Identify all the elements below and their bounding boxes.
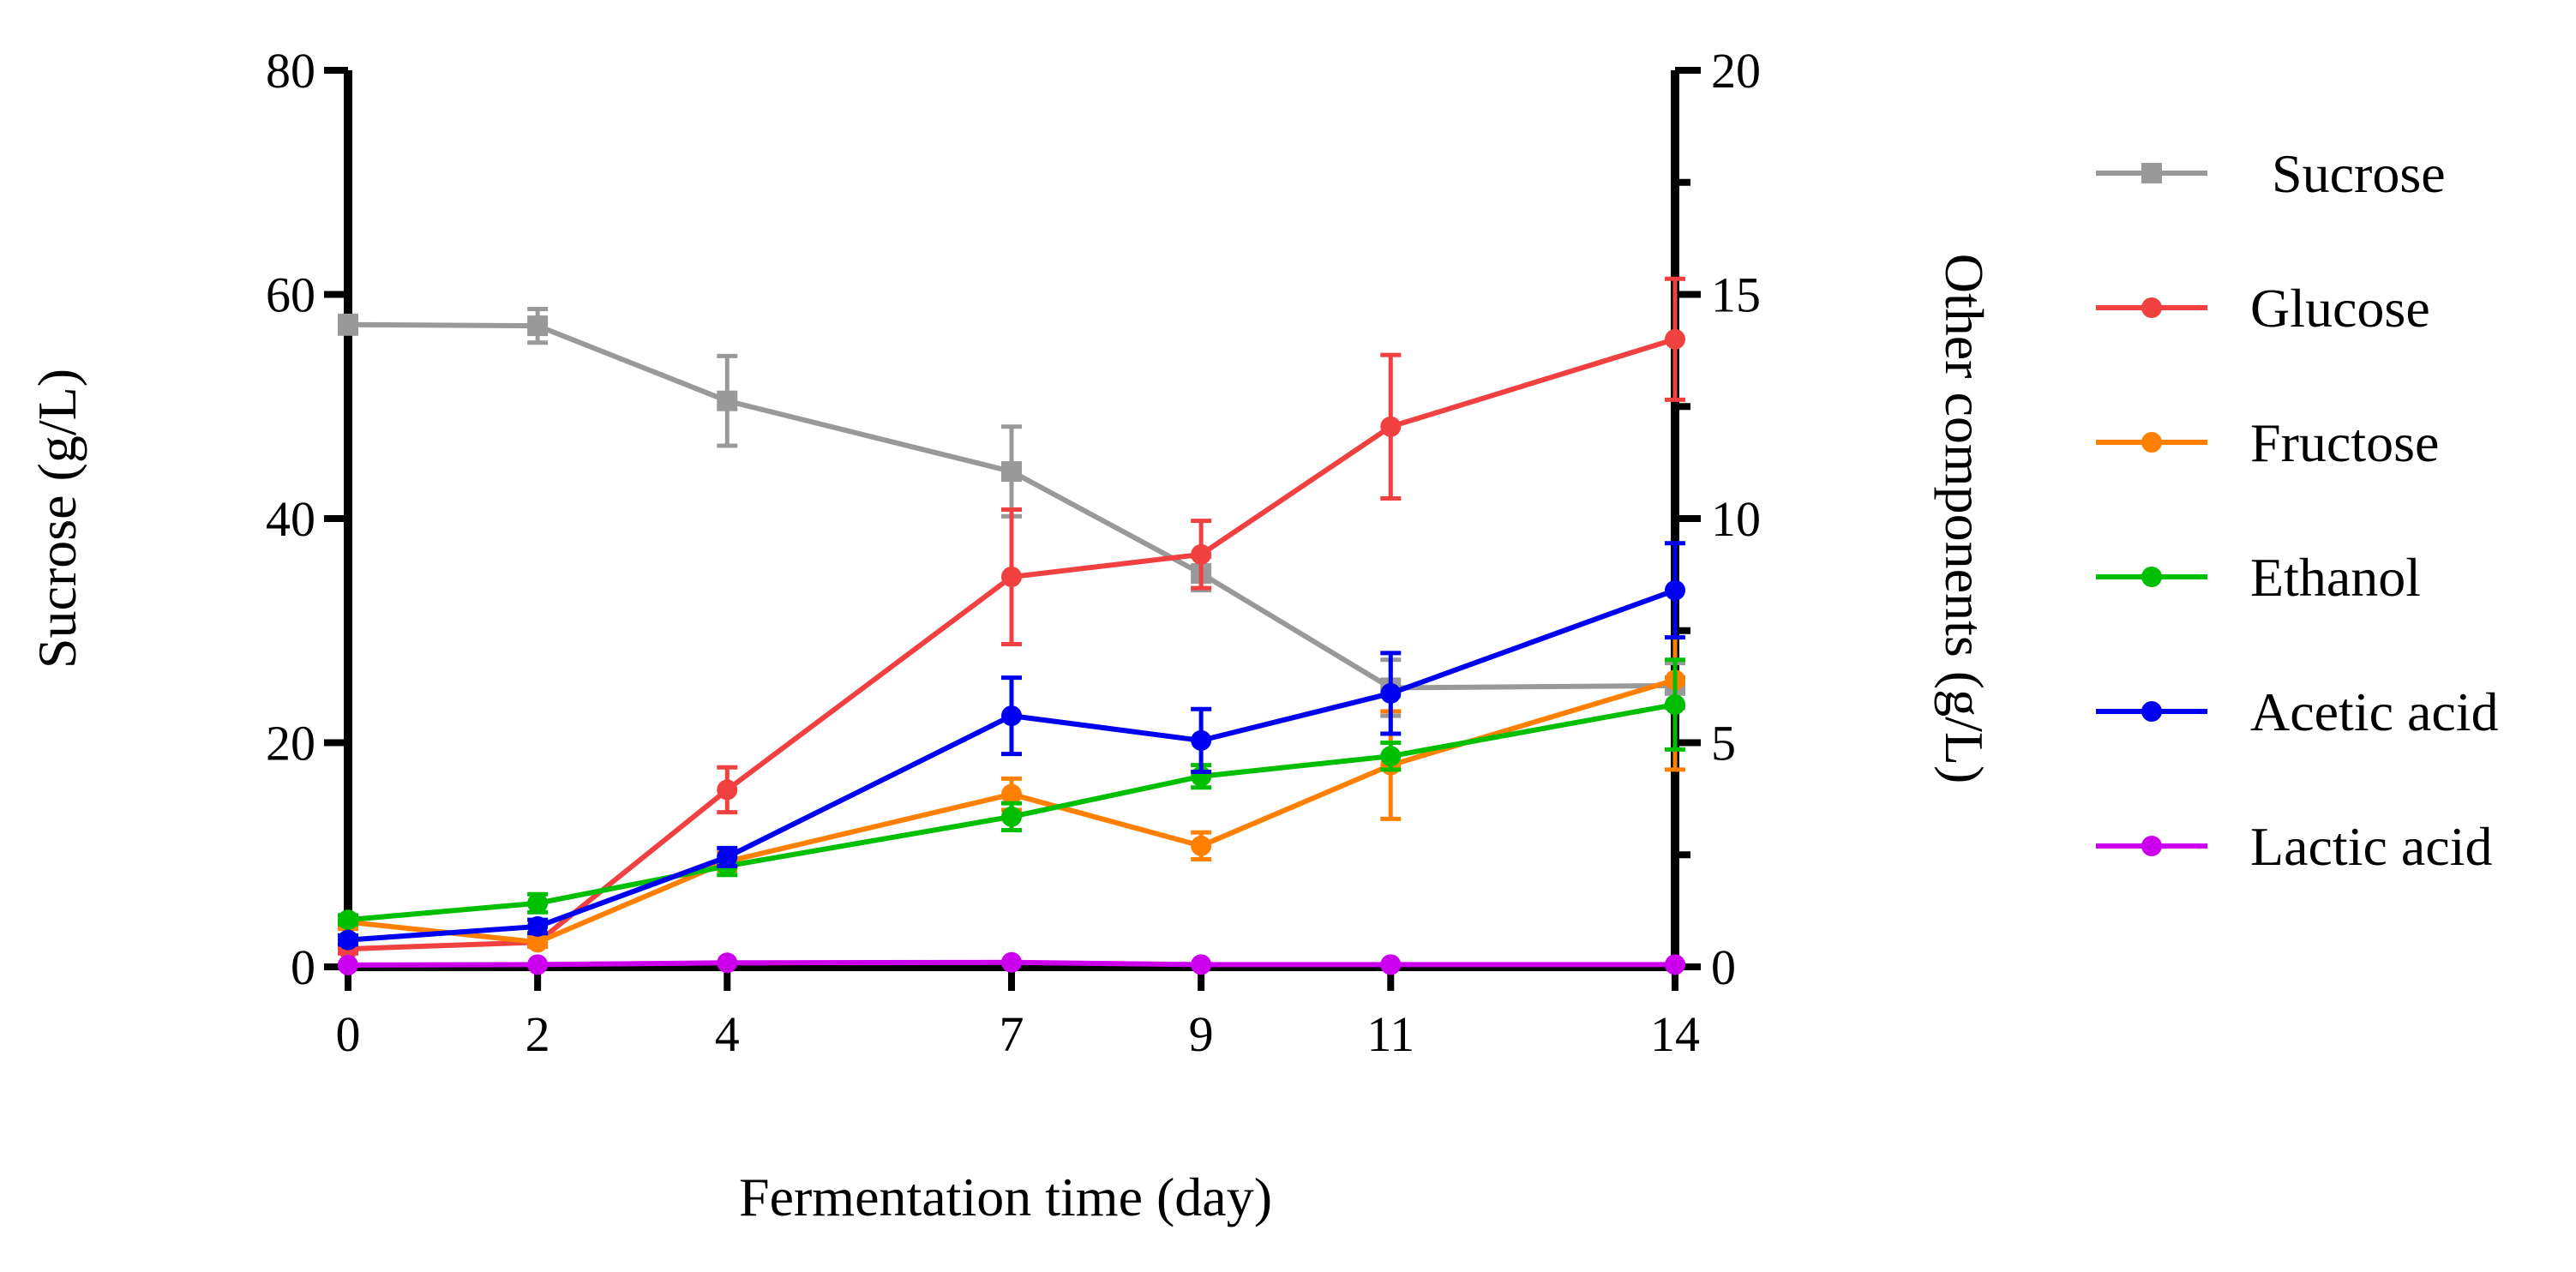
legend-label: Ethanol [2250,547,2421,608]
legend-item: Lactic acid [2096,816,2492,877]
data-point [1665,579,1685,601]
legend: Sucrose Glucose Fructose Ethanol Acetic acid… [2096,143,2499,877]
y-right-tick-label: 0 [1711,939,1736,995]
data-point [1380,954,1402,975]
y-left-tick-label: 0 [291,939,315,995]
legend-label: Glucose [2250,278,2430,339]
data-point [1191,729,1212,751]
data-point [338,954,358,975]
legend-marker [2141,701,2162,722]
data-point [717,390,738,411]
legend-marker [2141,432,2162,453]
legend-marker [2141,163,2162,183]
data-point [1665,694,1685,716]
data-point [717,952,738,974]
legend-label: Fructose [2250,412,2439,473]
series-acetic-acid [338,541,1685,951]
data-point [1001,566,1022,587]
data-point [1380,682,1402,704]
data-point [1001,806,1022,827]
y-axis-right-title: Other components (g/L) [1934,254,1995,784]
data-point [527,315,549,337]
legend-item: Ethanol [2096,547,2421,608]
y-left-tick-label: 40 [266,491,315,547]
data-point [1191,835,1212,856]
data-point [1380,416,1402,437]
y-left-tick-label: 60 [266,267,315,323]
data-point [1001,783,1022,805]
series-glucose [338,276,1685,960]
data-point [338,314,358,335]
series-lactic-acid [338,951,1685,975]
legend-marker [2141,836,2162,856]
legend-item: Sucrose [2096,143,2446,204]
y-right-tick-label: 15 [1711,267,1761,323]
y-left-tick-label: 80 [266,43,315,99]
data-point [1001,461,1022,483]
legend-marker [2141,567,2162,587]
data-point [1191,543,1212,565]
x-tick-label: 11 [1366,1006,1414,1062]
x-tick-label: 4 [715,1006,740,1062]
data-point [1001,951,1022,973]
x-tick-label: 2 [525,1006,550,1062]
x-tick-label: 14 [1650,1006,1700,1062]
legend-label: Lactic acid [2250,816,2492,877]
y-right-tick-label: 5 [1711,716,1736,771]
y-axis-left-title: Sucrose (g/L) [27,369,87,669]
legend-label: Acetic acid [2250,681,2499,742]
data-point [527,915,549,937]
data-point [717,779,738,801]
x-axis-title: Fermentation time (day) [739,1167,1272,1227]
data-point [1665,328,1685,350]
data-point [527,892,549,914]
data-point [338,929,358,951]
x-tick-label: 7 [1000,1006,1024,1062]
legend-item: Fructose [2096,412,2439,473]
legend-item: Acetic acid [2096,681,2499,742]
data-point [1001,705,1022,727]
x-tick-label: 0 [336,1006,361,1062]
legend-item: Glucose [2096,278,2430,339]
data-point [338,909,358,931]
data-point [717,846,738,867]
legend-label: Sucrose [2272,143,2446,204]
data-point [1665,954,1685,975]
data-point [527,954,549,975]
legend-marker [2141,297,2162,318]
data-point [1191,954,1212,975]
x-tick-label: 9 [1189,1006,1214,1062]
series-group [338,276,1685,975]
y-left-tick-label: 20 [266,716,315,771]
y-right-tick-label: 20 [1711,43,1761,99]
data-point [527,932,549,953]
data-point [1380,746,1402,767]
y-right-tick-label: 10 [1711,491,1761,547]
